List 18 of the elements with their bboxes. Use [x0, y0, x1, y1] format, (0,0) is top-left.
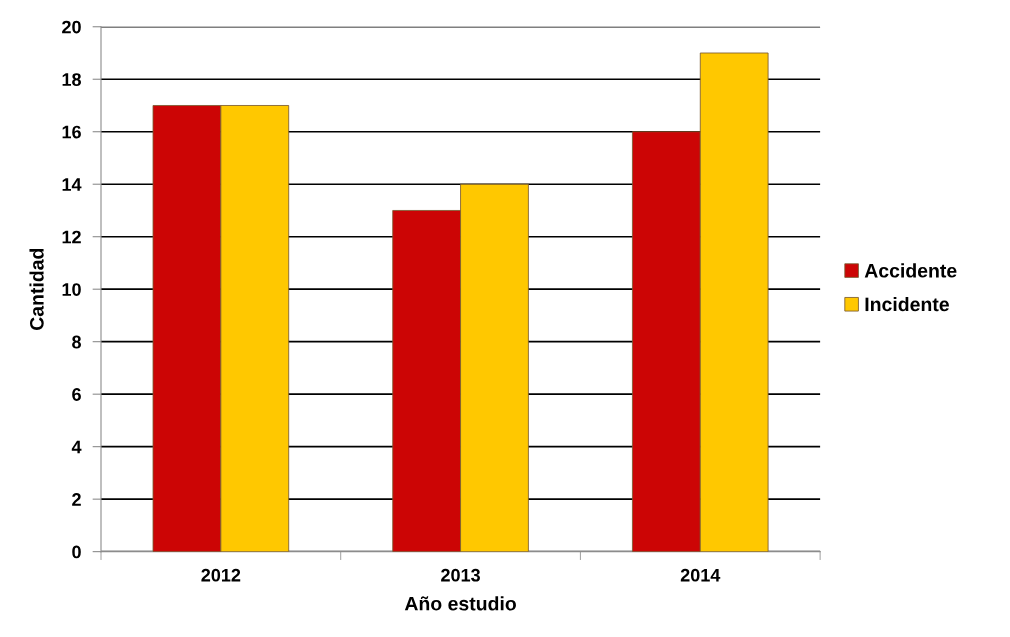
- y-tick-label: 6: [72, 388, 81, 401]
- x-tick-label: 2013: [441, 568, 480, 582]
- x-tick-label: 2014: [680, 568, 721, 582]
- legend-label: Accidente: [864, 263, 957, 278]
- y-tick-label: 14: [62, 178, 82, 191]
- y-tick-label: 10: [62, 283, 81, 296]
- y-tick-label: 16: [62, 125, 81, 139]
- y-tick-label: 2: [72, 493, 81, 506]
- x-axis-title: Año estudio: [404, 596, 516, 611]
- y-tick-label: 8: [72, 335, 81, 349]
- y-axis-title: Cantidad: [29, 248, 44, 330]
- y-tick-label: 0: [72, 545, 81, 559]
- y-tick-label: 18: [62, 73, 81, 86]
- y-tick-label: 4: [71, 440, 82, 454]
- legend-label: Incidente: [865, 296, 949, 312]
- x-tick-label: 2012: [201, 568, 241, 582]
- y-tick-label: 12: [62, 230, 81, 244]
- y-tick-label: 20: [62, 20, 81, 34]
